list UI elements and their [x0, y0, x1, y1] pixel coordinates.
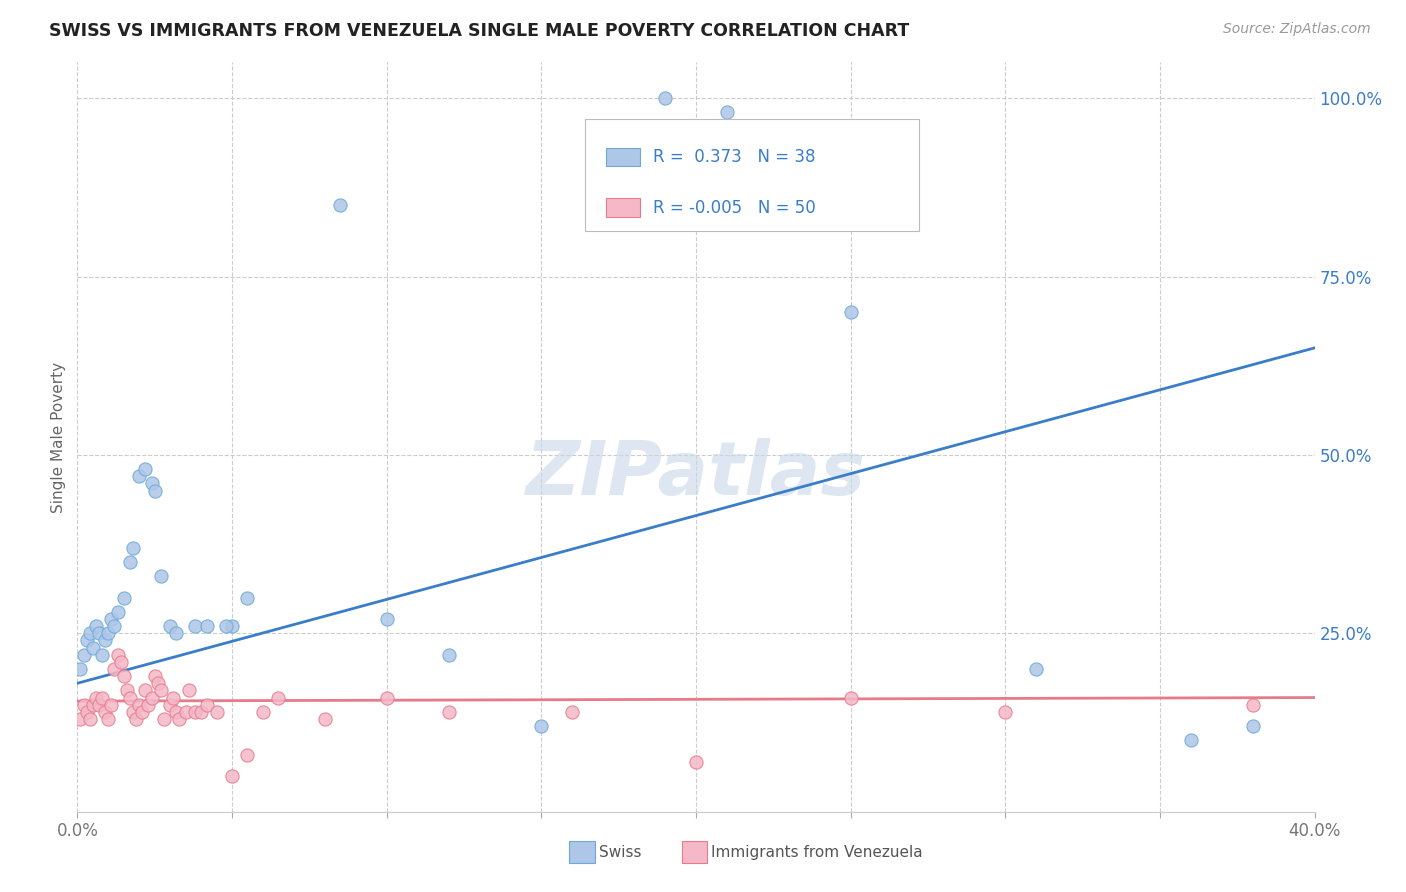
Point — [236, 591, 259, 605]
Point — [87, 626, 110, 640]
Text: R = -0.005   N = 50: R = -0.005 N = 50 — [652, 199, 815, 217]
Point — [79, 712, 101, 726]
Y-axis label: Single Male Poverty: Single Male Poverty — [51, 361, 66, 513]
Point — [685, 755, 707, 769]
Point — [141, 690, 163, 705]
Point — [1241, 719, 1264, 733]
Point — [97, 626, 120, 640]
Point — [112, 669, 135, 683]
Point — [91, 690, 114, 705]
FancyBboxPatch shape — [585, 119, 918, 231]
Point — [437, 705, 460, 719]
Point — [184, 705, 207, 719]
Point — [112, 591, 135, 605]
Point — [76, 705, 98, 719]
Point — [131, 705, 153, 719]
Point — [149, 569, 172, 583]
Point — [125, 712, 148, 726]
Point — [94, 633, 117, 648]
Point — [69, 712, 91, 726]
Point — [195, 698, 218, 712]
Point — [143, 669, 166, 683]
Point — [184, 619, 207, 633]
Point — [87, 698, 110, 712]
Text: Swiss: Swiss — [599, 846, 641, 860]
Point — [530, 719, 553, 733]
Point — [103, 619, 125, 633]
Point — [654, 91, 676, 105]
Point — [221, 619, 243, 633]
Point — [177, 683, 200, 698]
Point — [190, 705, 212, 719]
Point — [103, 662, 125, 676]
Point — [375, 690, 398, 705]
Point — [97, 712, 120, 726]
Point — [72, 698, 94, 712]
Point — [839, 690, 862, 705]
Point — [329, 198, 352, 212]
Point — [107, 648, 129, 662]
Point — [221, 769, 243, 783]
Point — [1241, 698, 1264, 712]
Point — [994, 705, 1017, 719]
Point — [375, 612, 398, 626]
Point — [115, 683, 138, 698]
Point — [146, 676, 169, 690]
Point — [72, 648, 94, 662]
Point — [153, 712, 176, 726]
FancyBboxPatch shape — [606, 147, 640, 167]
Text: ZIPatlas: ZIPatlas — [526, 438, 866, 511]
Point — [165, 705, 187, 719]
Point — [100, 612, 122, 626]
Point — [122, 541, 145, 555]
Point — [128, 469, 150, 483]
Point — [252, 705, 274, 719]
Point — [159, 619, 181, 633]
Point — [91, 648, 114, 662]
Point — [159, 698, 181, 712]
Point — [134, 683, 156, 698]
Point — [141, 476, 163, 491]
Text: Immigrants from Venezuela: Immigrants from Venezuela — [711, 846, 924, 860]
Point — [76, 633, 98, 648]
Point — [118, 555, 141, 569]
Point — [839, 305, 862, 319]
Point — [128, 698, 150, 712]
Point — [314, 712, 336, 726]
Text: SWISS VS IMMIGRANTS FROM VENEZUELA SINGLE MALE POVERTY CORRELATION CHART: SWISS VS IMMIGRANTS FROM VENEZUELA SINGL… — [49, 22, 910, 40]
Point — [100, 698, 122, 712]
Text: Source: ZipAtlas.com: Source: ZipAtlas.com — [1223, 22, 1371, 37]
Point — [82, 698, 104, 712]
Point — [84, 619, 107, 633]
Point — [267, 690, 290, 705]
Point — [122, 705, 145, 719]
Point — [174, 705, 197, 719]
Point — [118, 690, 141, 705]
Point — [138, 698, 160, 712]
Text: R =  0.373   N = 38: R = 0.373 N = 38 — [652, 148, 815, 167]
Point — [205, 705, 228, 719]
Point — [165, 626, 187, 640]
Point — [236, 747, 259, 762]
Point — [1180, 733, 1202, 747]
Point — [561, 705, 583, 719]
Point — [94, 705, 117, 719]
Point — [84, 690, 107, 705]
Point — [107, 605, 129, 619]
Point — [143, 483, 166, 498]
Point — [169, 712, 191, 726]
Point — [162, 690, 184, 705]
Point — [134, 462, 156, 476]
Point — [195, 619, 218, 633]
Point — [437, 648, 460, 662]
Point — [82, 640, 104, 655]
Point — [215, 619, 238, 633]
Point — [716, 105, 738, 120]
Point — [1025, 662, 1047, 676]
Point — [149, 683, 172, 698]
Point — [69, 662, 91, 676]
Point — [79, 626, 101, 640]
FancyBboxPatch shape — [606, 198, 640, 217]
Point — [110, 655, 132, 669]
